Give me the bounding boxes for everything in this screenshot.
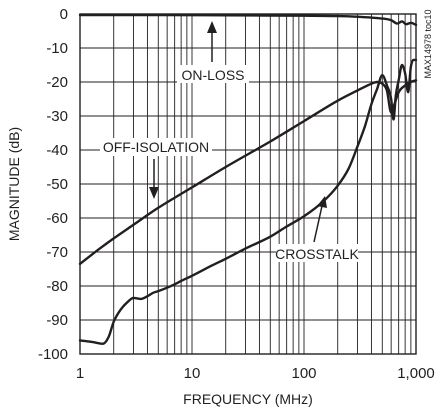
y-tick-label: -30	[46, 108, 68, 125]
y-tick-label: -100	[38, 346, 68, 363]
annotation-bg-off-isolation	[100, 138, 212, 156]
figure-id-label: MAX14978 toc10	[423, 9, 433, 78]
x-tick-label: 100	[291, 365, 316, 382]
plot-frame	[79, 13, 417, 355]
grid	[80, 14, 416, 354]
annotation-off-isolation: OFF-ISOLATION	[103, 139, 209, 155]
y-tick-label: -40	[46, 142, 68, 159]
annotation-bg-crosstalk	[276, 244, 358, 262]
annotation-crosstalk: CROSSTALK	[275, 246, 359, 262]
series-line-on-loss	[78, 13, 418, 27]
annotation-arrow-crosstalk	[317, 196, 327, 208]
tick-labels: 1 10 100 1,000 0 -10 -20 -30 -40 -50 -60 -70 -80 -90 -…	[38, 6, 435, 382]
y-tick-label: -70	[46, 244, 68, 261]
y-tick-label: -60	[46, 210, 68, 227]
series-line-off-isolation	[78, 79, 418, 266]
x-tick-label: 10	[184, 365, 201, 382]
annotation-on-loss: ON-LOSS	[181, 67, 244, 83]
annotation-bg-on-loss	[177, 65, 249, 83]
y-tick-label: 0	[60, 6, 68, 23]
y-axis-title: MAGNITUDE (dB)	[6, 127, 22, 241]
y-tick-label: -20	[46, 74, 68, 91]
series-layer	[78, 13, 418, 345]
x-axis-title: FREQUENCY (MHz)	[183, 391, 313, 407]
series-line-crosstalk	[78, 58, 418, 345]
y-tick-label: -50	[46, 176, 68, 193]
annotation-arrow-off-isolation	[149, 187, 159, 199]
annotation-arrow-on-loss	[207, 21, 217, 33]
y-tick-label: -80	[46, 278, 68, 295]
x-tick-label: 1	[76, 365, 84, 382]
annotation-leader-crosstalk	[313, 205, 323, 243]
x-tick-label: 1,000	[397, 365, 435, 382]
y-tick-label: -10	[46, 40, 68, 57]
y-tick-label: -90	[46, 312, 68, 329]
